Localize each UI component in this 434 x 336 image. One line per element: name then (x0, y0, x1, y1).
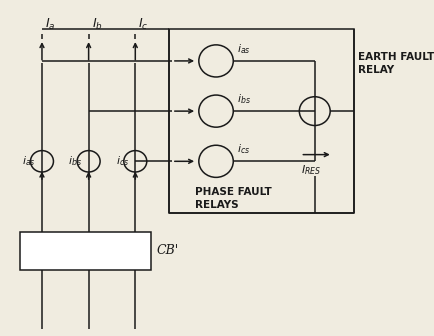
Text: $i_{cs}$: $i_{cs}$ (115, 155, 128, 168)
Bar (169, 29, 353, 213)
Text: $i_{bs}$: $i_{bs}$ (237, 92, 250, 106)
Text: $I_a$: $I_a$ (45, 17, 55, 33)
Text: PHASE FAULT
RELAYS: PHASE FAULT RELAYS (195, 187, 271, 210)
Text: CB': CB' (157, 244, 178, 257)
Text: $i_{bs}$: $i_{bs}$ (68, 155, 82, 168)
Text: EARTH FAULT
RELAY: EARTH FAULT RELAY (357, 52, 433, 75)
Bar (20, 232, 151, 270)
Text: $I_{RES}$: $I_{RES}$ (300, 163, 321, 177)
Text: $I_c$: $I_c$ (138, 17, 148, 33)
Text: $i_{as}$: $i_{as}$ (237, 42, 250, 56)
Text: $I_b$: $I_b$ (91, 17, 102, 33)
Text: $i_{as}$: $i_{as}$ (22, 155, 36, 168)
Text: $i_{cs}$: $i_{cs}$ (237, 142, 250, 156)
